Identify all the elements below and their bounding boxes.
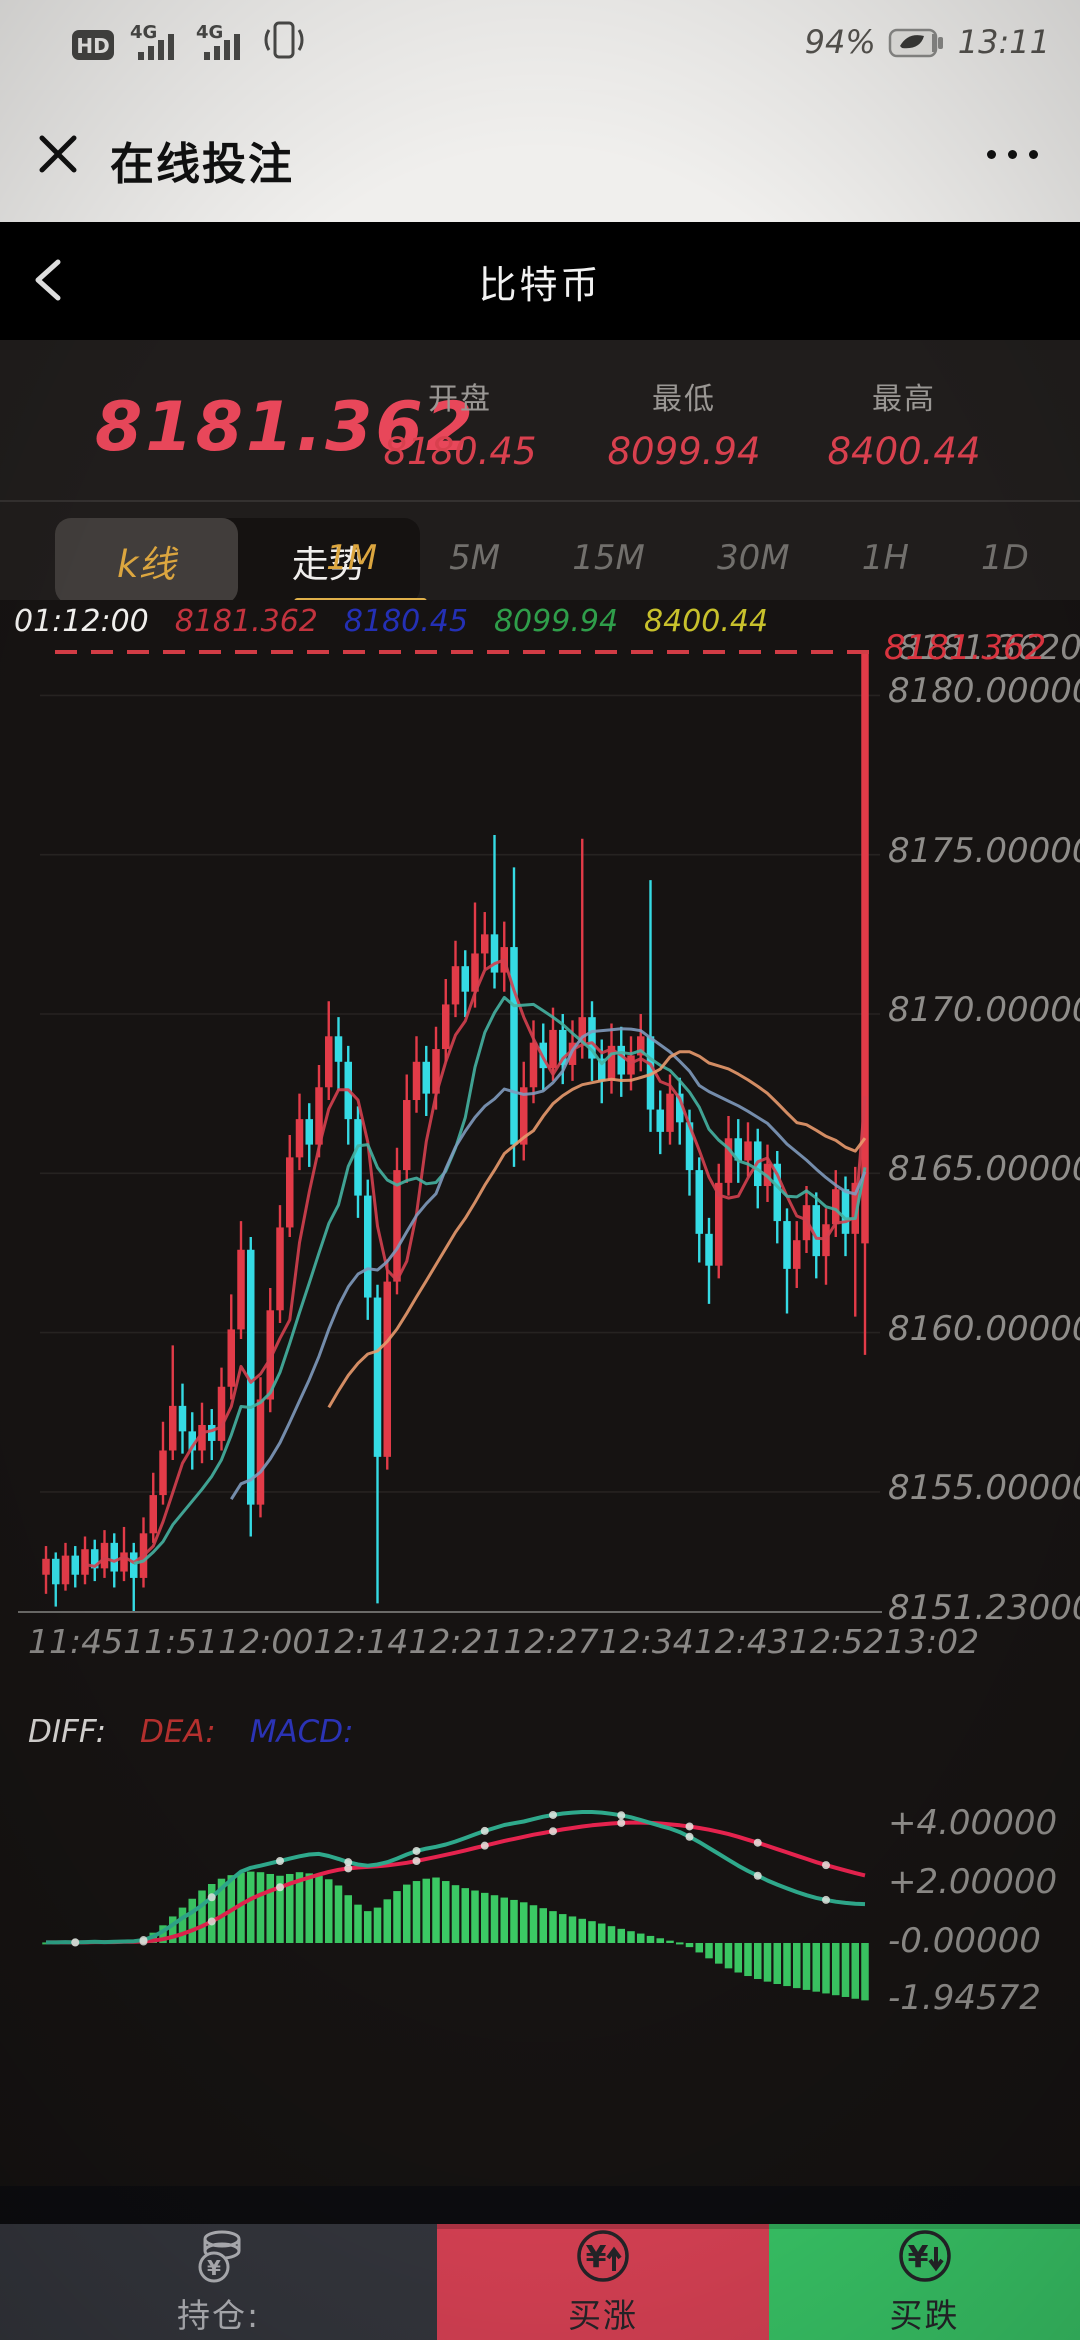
- timeframe-tab-15m[interactable]: 15M: [572, 538, 645, 578]
- buy-down-label: 买跌: [889, 2296, 960, 2335]
- price-tick-label: 8175.00000: [888, 830, 1080, 871]
- close-icon[interactable]: [30, 126, 86, 182]
- hd-badge: HD: [72, 30, 114, 60]
- chart-tab-bar: k线 走势 1M 5M 15M 30M 1H 1D: [0, 500, 1080, 612]
- vibrate-icon: [264, 21, 304, 59]
- time-tick-label: 11:51: [123, 1622, 219, 1661]
- kline-macd-chart[interactable]: [0, 630, 1080, 2224]
- webview-header: 在线投注: [0, 90, 1080, 222]
- svg-text:4G: 4G: [130, 22, 157, 43]
- timeframe-tab-1d[interactable]: 1D: [981, 538, 1029, 578]
- price-tick-label: 8170.00000: [888, 989, 1080, 1030]
- page-title: 在线投注: [110, 139, 294, 190]
- ohlc-high: 8400.44: [644, 604, 769, 639]
- last-price: 8181.362: [95, 388, 477, 467]
- price-tick-label: 8165.00000: [888, 1149, 1080, 1190]
- coins-icon: ¥: [198, 2230, 240, 2283]
- bottom-action-bar: ¥ 持仓: ¥ 买涨 ¥ 买跌: [0, 2224, 1080, 2340]
- price-tick-label: 8155.00000: [888, 1467, 1080, 1508]
- buy-up-label: 买涨: [568, 2296, 638, 2335]
- svg-text:¥: ¥: [586, 2240, 607, 2275]
- svg-text:4G: 4G: [196, 22, 223, 43]
- current-price-label: 8181.362: [884, 628, 1047, 668]
- low-value: 8099.94: [607, 430, 761, 473]
- battery-percent: 94%: [804, 23, 876, 61]
- tab-trend[interactable]: 走势: [291, 543, 366, 586]
- symbol-title: 比特币: [478, 263, 602, 307]
- status-icons-left: HD 4G 4G: [70, 18, 306, 62]
- open-value: 8180.45: [383, 430, 537, 473]
- time-axis-labels: 11:45 11:51 12:00 12:14 12:21 12:27 12:34 12:43…: [28, 1622, 979, 1661]
- time-tick-label: 12:52: [788, 1622, 884, 1661]
- ohlc-low: 8099.94: [493, 604, 619, 639]
- price-tick-label: 8160.00000: [888, 1308, 1080, 1349]
- ohlc-info-row: 01:12:00 8181.362 8180.45 8099.94 8400.4…: [14, 604, 768, 639]
- open-label: 开盘: [428, 382, 492, 417]
- time-tick-label: 11:45: [28, 1622, 124, 1661]
- time-tick-label: 12:27: [503, 1622, 599, 1661]
- low-column: 最低 8099.94: [574, 374, 794, 473]
- yuan-up-icon: ¥: [577, 2230, 629, 2282]
- svg-text:¥: ¥: [907, 2240, 928, 2275]
- ohlc-price: 8181.362: [174, 604, 318, 639]
- battery-icon: [888, 28, 943, 58]
- diff-label: DIFF:: [28, 1714, 107, 1750]
- svg-text:¥: ¥: [207, 2256, 221, 2280]
- ohlc-open: 8180.45: [343, 604, 468, 639]
- macd-header: DIFF: DEA: MACD:: [28, 1714, 354, 1750]
- more-menu-icon[interactable]: [972, 126, 1052, 182]
- buy-down-button[interactable]: ¥ 买跌: [769, 2224, 1080, 2340]
- buy-up-button[interactable]: ¥ 买涨: [437, 2224, 769, 2340]
- macd-label: MACD:: [249, 1714, 354, 1750]
- macd-tick-label: +4.00000: [888, 1803, 1058, 1843]
- price-tick-label: 8181.36200: [898, 628, 1080, 668]
- time-tick-label: 12:43: [693, 1622, 789, 1661]
- yuan-down-icon: ¥: [898, 2230, 951, 2282]
- back-chevron-icon[interactable]: [24, 252, 76, 308]
- position-label: 持仓:: [176, 2296, 261, 2335]
- bottom-divider-strip: [0, 2186, 1080, 2224]
- price-tick-label: 8180.00000: [888, 671, 1080, 712]
- macd-tick-label: -1.94572: [888, 1978, 1041, 2019]
- time-tick-label: 12:00: [218, 1622, 314, 1661]
- dea-label: DEA:: [140, 1714, 216, 1750]
- high-label: 最高: [872, 382, 936, 417]
- timeframe-tab-5m[interactable]: 5M: [449, 538, 501, 578]
- clock: 13:11: [957, 23, 1050, 61]
- time-tick-label: 12:34: [598, 1622, 694, 1661]
- signal-4g-icon: 4G: [130, 22, 174, 60]
- high-value: 8400.44: [827, 430, 981, 473]
- chart-type-toggle: k线 走势: [55, 518, 420, 604]
- timeframe-tabs: 1M 5M 15M 30M 1H 1D: [290, 518, 1065, 598]
- low-label: 最低: [652, 382, 716, 417]
- high-column: 最高 8400.44: [794, 374, 1014, 473]
- time-tick-label: 13:02: [883, 1622, 980, 1661]
- time-tick-label: 12:21: [408, 1622, 504, 1661]
- timeframe-tab-1m[interactable]: 1M: [326, 538, 378, 578]
- time-tick-label: 12:14: [313, 1622, 409, 1661]
- position-button[interactable]: ¥ 持仓:: [0, 2224, 437, 2340]
- signal-4g-icon: 4G: [196, 22, 240, 60]
- price-tick-label: 8151.23000: [888, 1588, 1080, 1628]
- ohlc-time: 01:12:00: [14, 604, 149, 639]
- macd-tick-label: +2.00000: [888, 1862, 1058, 1902]
- macd-tick-label: -0.00000: [888, 1921, 1041, 1961]
- svg-text:HD: HD: [76, 34, 109, 58]
- quote-panel: 8181.362 开盘 8180.45 最低 8099.94 最高 8400.4…: [0, 340, 1080, 500]
- nav-bar: 比特币: [0, 222, 1080, 340]
- timeframe-tab-30m[interactable]: 30M: [716, 538, 790, 578]
- status-right: 94% 13:11: [805, 22, 1050, 62]
- open-column: 开盘 8180.45: [350, 374, 570, 473]
- status-bar: HD 4G 4G 94%: [0, 0, 1080, 90]
- tab-kline[interactable]: k线: [55, 518, 238, 604]
- timeframe-tab-1h[interactable]: 1H: [861, 538, 909, 578]
